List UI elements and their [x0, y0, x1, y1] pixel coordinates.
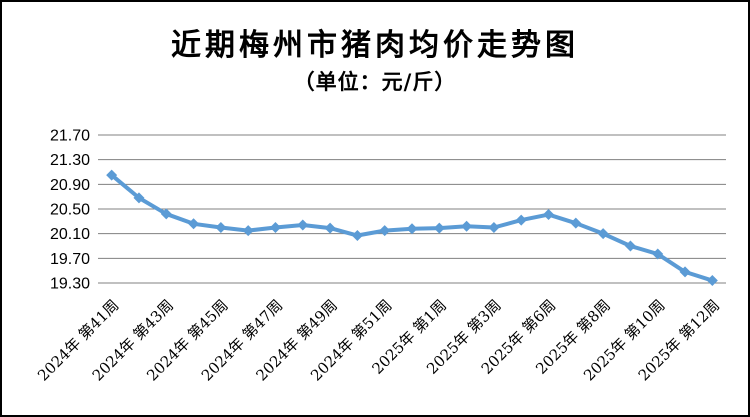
- data-point-marker: [215, 222, 227, 233]
- data-point-marker: [543, 209, 555, 221]
- data-point-marker: [160, 208, 172, 220]
- y-axis-tick-label: 20.90: [50, 177, 90, 194]
- y-axis-tick-label: 19.30: [50, 276, 90, 293]
- data-point-marker: [242, 225, 254, 237]
- data-point-marker: [379, 225, 391, 237]
- data-point-marker: [269, 222, 281, 233]
- y-axis-tick-label: 21.30: [50, 152, 90, 169]
- data-point-marker: [706, 275, 718, 287]
- data-point-marker: [515, 214, 527, 226]
- data-point-marker: [433, 222, 445, 234]
- y-axis-tick-label: 20.10: [50, 226, 90, 243]
- data-point-marker: [652, 248, 664, 260]
- data-point-marker: [351, 230, 363, 242]
- data-point-marker: [488, 222, 500, 233]
- data-point-marker: [324, 222, 336, 234]
- y-axis-tick-label: 19.70: [50, 251, 90, 268]
- chart-unit-subtitle: （单位：元/斤）: [293, 69, 457, 94]
- data-point-marker: [106, 169, 118, 181]
- data-point-marker: [133, 192, 145, 204]
- data-point-marker: [679, 266, 691, 278]
- data-point-marker: [461, 220, 473, 232]
- data-point-marker: [570, 217, 582, 229]
- y-axis-tick-label: 20.50: [50, 202, 90, 219]
- data-point-marker: [597, 228, 609, 240]
- data-point-marker: [297, 219, 309, 231]
- data-point-marker: [406, 223, 418, 235]
- data-point-marker: [188, 218, 200, 230]
- chart-title: 近期梅州市猪肉均价走势图: [171, 28, 579, 63]
- y-axis-tick-label: 21.70: [50, 128, 90, 145]
- data-point-marker: [624, 240, 636, 252]
